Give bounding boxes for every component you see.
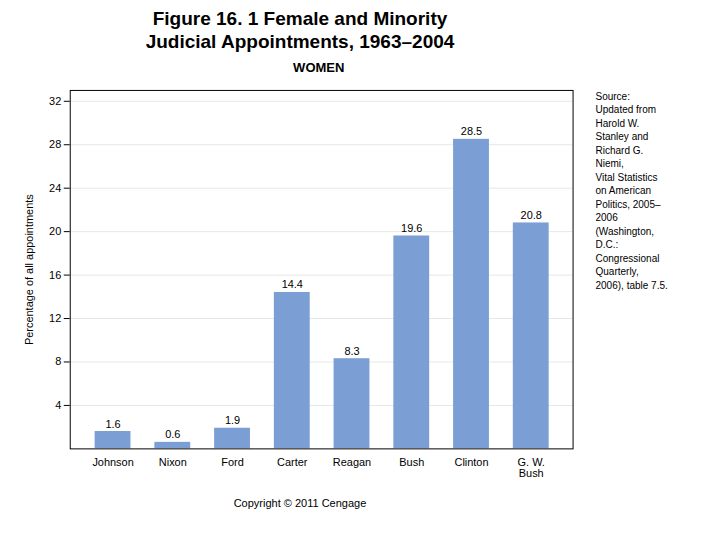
svg-text:28.5: 28.5 [461, 125, 482, 137]
svg-text:32: 32 [49, 94, 61, 106]
svg-text:Nixon: Nixon [159, 455, 187, 467]
html-text:Figure 16. 1 Female and Minori: Figure 16. 1 Female and Minority Judicia… [145, 8, 455, 52]
svg-text:8.3: 8.3 [344, 344, 359, 356]
svg-text:0.6: 0.6 [165, 428, 180, 440]
svg-text:19.6: 19.6 [401, 222, 422, 234]
svg-text:28: 28 [49, 138, 61, 150]
svg-text:Carter: Carter [277, 455, 308, 467]
svg-text:1.6: 1.6 [105, 417, 120, 429]
svg-text:G. W.Bush: G. W.Bush [518, 455, 545, 478]
svg-text:16: 16 [49, 268, 61, 280]
html-text:Copyright © 2011 Cengage: Copyright © 2011 Cengage [233, 496, 367, 509]
svg-text:4: 4 [55, 399, 61, 411]
svg-text:Percentage of all appointments: Percentage of all appointments [23, 193, 35, 344]
svg-text:Clinton: Clinton [454, 455, 488, 467]
svg-text:Reagan: Reagan [333, 455, 371, 467]
svg-text:Bush: Bush [399, 455, 424, 467]
html-text:Source: Updated from Harold W.: Source: Updated from Harold W. Stanley a… [595, 90, 668, 291]
svg-text:24: 24 [49, 181, 61, 193]
html-text:WOMEN: WOMEN [293, 59, 345, 75]
svg-text:Ford: Ford [221, 455, 244, 467]
svg-text:14.4: 14.4 [282, 278, 303, 290]
svg-text:20.8: 20.8 [521, 209, 542, 221]
svg-text:1.9: 1.9 [225, 414, 240, 426]
svg-text:12: 12 [49, 312, 61, 324]
svg-text:Johnson: Johnson [92, 455, 133, 467]
svg-text:20: 20 [49, 225, 61, 237]
svg-text:8: 8 [55, 355, 61, 367]
